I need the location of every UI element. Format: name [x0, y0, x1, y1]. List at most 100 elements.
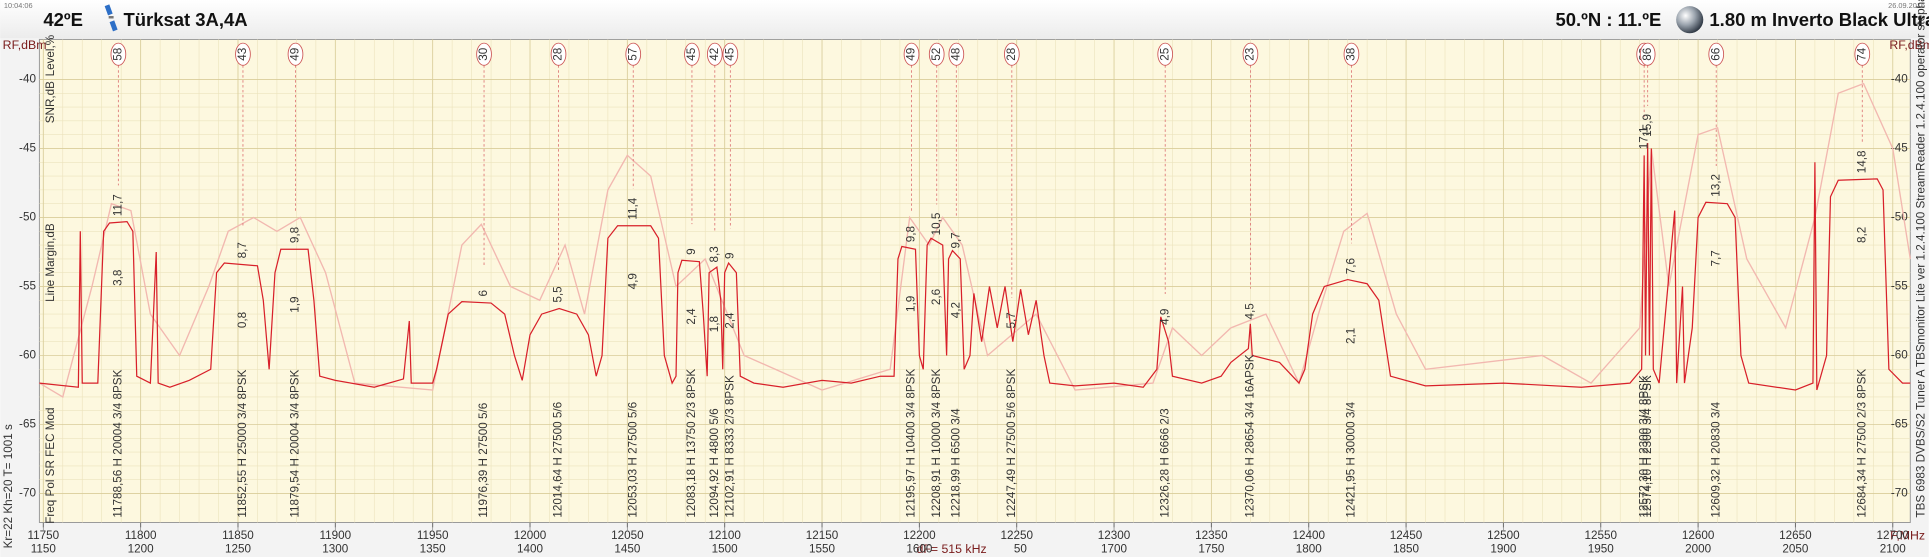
snr-label: 11,7: [111, 194, 124, 216]
y-tick-label: -45: [19, 142, 36, 155]
y-tick-label: -60: [19, 349, 36, 362]
level-badge: [287, 42, 304, 66]
transponder-label: 12572,30 H 2300 3/4 8PSK: [1637, 375, 1650, 518]
level-label: 49: [289, 48, 302, 61]
snr-label: 5,5: [552, 286, 565, 303]
level-badge: [1242, 42, 1259, 66]
x2-tick-label: 2000: [1685, 543, 1712, 556]
x-tick-label: 12250: [1000, 529, 1033, 542]
margin-label: 2,1: [1345, 328, 1358, 344]
x2-tick-label: 2050: [1782, 543, 1809, 556]
level-label: 66: [1709, 48, 1722, 61]
transponder-label: 12083,18 H 13750 2/3 8PSK: [685, 369, 698, 518]
transponder-label: 12053,03 H 27500 5/6: [626, 402, 639, 518]
orbital-position: 42ºE: [43, 9, 83, 30]
x2-tick-label: 1750: [1198, 543, 1225, 556]
x2-tick-label: 1800: [1296, 543, 1323, 556]
x-tick-label: 11950: [417, 529, 449, 542]
plot-area: [38, 38, 1911, 523]
snr-label: 6: [477, 290, 490, 297]
x2-tick-label: 50: [1014, 543, 1028, 556]
x-tick-label: 12350: [1195, 529, 1228, 542]
level-badge: [928, 42, 945, 66]
x2-tick-label: 1300: [322, 543, 349, 556]
y2-axis-label: RF,dBm: [1889, 38, 1929, 52]
level-label: 28: [1005, 48, 1018, 61]
time: 10:04:06: [4, 1, 33, 10]
margin-label: 4,2: [949, 302, 962, 318]
snr-label: 9: [723, 253, 736, 260]
x-tick-label: 12500: [1487, 529, 1520, 542]
x2-tick-label: 1700: [1101, 543, 1128, 556]
x-tick-label: 12550: [1584, 529, 1617, 542]
x2-tick-label: 1850: [1393, 543, 1420, 556]
transponder-label: 12574,10 H 2300 3/4 8PSK: [1641, 375, 1654, 518]
snr-label: 17,1: [1637, 126, 1650, 149]
transponder-label: 11852,55 H 25000 3/4 8PSK: [236, 369, 249, 517]
x-tick-label: 11850: [222, 529, 254, 542]
level-label: 49: [905, 48, 918, 61]
snr-label: 15,9: [1641, 114, 1654, 137]
x-tick-label: 12000: [514, 529, 547, 542]
level-badge: [1639, 42, 1656, 66]
level-label: 30: [477, 47, 490, 61]
y-axis-label: RF,dBm: [3, 38, 47, 52]
y2-tick-label: -50: [1891, 211, 1908, 224]
level-label: 57: [626, 48, 639, 61]
snr-label: 4,5: [1244, 303, 1257, 320]
x-tick-label: 12650: [1779, 529, 1812, 542]
snr-label: 5,7: [1005, 312, 1018, 328]
level-badge: [110, 42, 127, 66]
transponder-label: 12195,97 H 10400 3/4 8PSK: [905, 369, 918, 518]
df-label: dF= 515 kHz: [916, 542, 986, 556]
level-label: 58: [111, 48, 124, 61]
snr-label: 9,7: [949, 232, 962, 248]
x2-tick-label: 1600: [906, 543, 933, 556]
globe-icon: [1676, 6, 1704, 34]
margin-label: 1,9: [905, 296, 918, 312]
snr-label: 11,4: [626, 197, 639, 219]
y-tick-label: -50: [19, 211, 36, 224]
x-axis-label: F,MHz: [1890, 528, 1925, 542]
level-badge: [948, 42, 965, 66]
margin-label: 2,4: [685, 308, 698, 325]
level-badge: [1708, 42, 1725, 66]
level-label: 25: [1158, 47, 1171, 61]
transponder-label: 12370,06 H 28654 3/4 16APSK: [1244, 354, 1257, 517]
snr-label: 9,8: [905, 226, 918, 242]
level-badge: [1157, 42, 1174, 66]
x-tick-label: 12400: [1292, 529, 1325, 542]
x2-tick-label: 1900: [1490, 543, 1517, 556]
transponder-label: 12218,99 H 6500 3/4: [949, 408, 962, 518]
y2-tick-label: -60: [1891, 349, 1908, 362]
level-label: 48: [949, 48, 962, 61]
x2-tick-label: 1550: [809, 543, 836, 556]
transponder-label: 12247,49 H 27500 5/6 8PSK: [1005, 369, 1018, 518]
antenna: 1.80 m Inverto Black Ultra: [1709, 9, 1929, 30]
snr-label: 8,3: [708, 246, 721, 262]
level-badge: [625, 42, 642, 66]
y-tick-label: -40: [19, 73, 36, 86]
level-badge: [903, 42, 920, 66]
margin-label: 1,8: [708, 316, 721, 332]
level-label: 43: [236, 48, 249, 61]
y2-tick-label: -40: [1891, 73, 1908, 86]
x2-tick-label: 1200: [128, 543, 155, 556]
x2-tick-label: 1150: [31, 543, 57, 556]
status: Kr=22 Kh=20 T= 1001 s: [2, 424, 15, 548]
level-label: 86: [1641, 48, 1654, 61]
margin-label: 1,9: [289, 297, 302, 313]
transponder-label: 12421,95 H 30000 3/4: [1345, 401, 1358, 517]
y2-tick-label: -65: [1891, 418, 1908, 431]
x-tick-label: 11900: [320, 529, 352, 542]
satellite-icon: [104, 4, 118, 32]
snr-label: 9: [685, 248, 698, 255]
level-label: 45: [723, 47, 736, 61]
snr-label: 13,2: [1709, 174, 1722, 197]
transponder-label: 12014,64 H 27500 5/6: [552, 402, 565, 518]
margin-label: 0,8: [236, 312, 249, 328]
x2-tick-label: 1950: [1588, 543, 1615, 556]
x-tick-label: 12100: [708, 529, 741, 542]
snr-label: 7,6: [1345, 258, 1358, 274]
level-badge: [1854, 42, 1871, 66]
